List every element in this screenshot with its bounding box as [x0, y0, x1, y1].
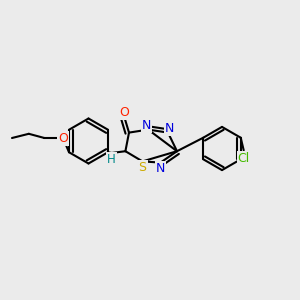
Text: H: H	[107, 153, 116, 166]
Text: N: N	[142, 118, 152, 132]
Text: Cl: Cl	[238, 152, 250, 165]
Text: O: O	[120, 106, 129, 119]
Text: N: N	[156, 161, 165, 175]
Text: O: O	[58, 131, 68, 145]
Text: S: S	[139, 161, 146, 174]
Text: N: N	[165, 122, 174, 135]
